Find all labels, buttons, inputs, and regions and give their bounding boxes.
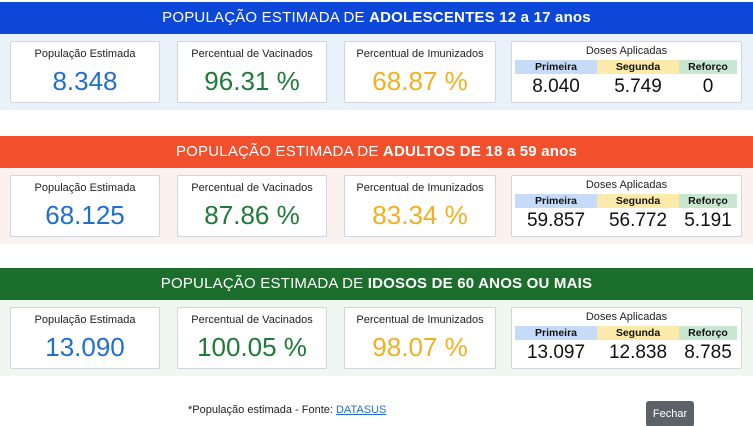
immunized-value: 68.87 % — [372, 66, 468, 96]
close-button[interactable]: Fechar — [646, 401, 694, 426]
section-header: POPULAÇÃO ESTIMADA DE IDOSOS DE 60 ANOS … — [0, 268, 753, 300]
footer-source-note: *População estimada - Fonte: DATASUS — [188, 404, 386, 416]
doses-title: Doses Aplicadas — [585, 45, 668, 57]
immunized-card: Percentual de Imunizados 83.34 % — [344, 175, 496, 237]
population-card: População Estimada 13.090 — [10, 307, 160, 369]
doses-value-segunda: 5.749 — [614, 76, 662, 97]
section-body: População Estimada 8.348 Percentual de V… — [0, 34, 753, 110]
section-body: População Estimada 68.125 Percentual de … — [0, 168, 753, 244]
vaccinated-card: Percentual de Vacinados 87.86 % — [177, 175, 327, 237]
doses-title: Doses Aplicadas — [585, 179, 668, 191]
immunized-label: Percentual de Imunizados — [356, 314, 484, 326]
section-header-prefix: POPULAÇÃO ESTIMADA DE — [162, 9, 370, 26]
doses-value-primeira: 59.857 — [526, 210, 586, 231]
population-label: População Estimada — [34, 48, 136, 60]
immunized-card: Percentual de Imunizados 68.87 % — [344, 41, 496, 103]
doses-value-segunda: 12.838 — [608, 342, 668, 363]
doses-header-reforco: Reforço — [679, 60, 737, 74]
vaccinated-value: 100.05 % — [197, 332, 307, 362]
immunized-label: Percentual de Imunizados — [356, 48, 484, 60]
population-card: População Estimada 68.125 — [10, 175, 160, 237]
datasus-link[interactable]: DATASUS — [335, 404, 387, 416]
section-header-group: ADOLESCENTES 12 a 17 anos — [369, 9, 591, 26]
population-value: 8.348 — [52, 66, 118, 96]
section-header-group: IDOSOS DE 60 ANOS OU MAIS — [367, 275, 593, 292]
section-header: POPULAÇÃO ESTIMADA DE ADULTOS DE 18 a 59… — [0, 136, 753, 168]
section-header-group: ADULTOS DE 18 a 59 anos — [382, 143, 578, 160]
doses-value-reforco: 0 — [702, 76, 714, 97]
section-header-prefix: POPULAÇÃO ESTIMADA DE — [175, 143, 383, 160]
doses-header-primeira: Primeira — [515, 60, 597, 74]
section-idosos: POPULAÇÃO ESTIMADA DE IDOSOS DE 60 ANOS … — [0, 268, 753, 376]
vaccinated-value: 96.31 % — [204, 66, 300, 96]
vaccinated-label: Percentual de Vacinados — [191, 182, 313, 194]
section-header-prefix: POPULAÇÃO ESTIMADA DE — [160, 275, 368, 292]
vaccinated-label: Percentual de Vacinados — [191, 314, 313, 326]
immunized-value: 83.34 % — [372, 200, 468, 230]
vaccinated-value: 87.86 % — [204, 200, 300, 230]
doses-value-primeira: 13.097 — [526, 342, 586, 363]
doses-header-primeira: Primeira — [515, 326, 597, 340]
doses-card: Doses Aplicadas Primeira Segunda Reforço… — [511, 307, 742, 369]
doses-header-segunda: Segunda — [597, 60, 679, 74]
doses-value-reforco: 5.191 — [684, 210, 732, 231]
population-label: População Estimada — [34, 314, 136, 326]
footer-note-text: *População estimada - Fonte: — [188, 404, 336, 416]
section-adolescentes: POPULAÇÃO ESTIMADA DE ADOLESCENTES 12 a … — [0, 2, 753, 110]
doses-title: Doses Aplicadas — [585, 311, 668, 323]
doses-header-reforco: Reforço — [679, 326, 737, 340]
doses-value-segunda: 56.772 — [608, 210, 668, 231]
immunized-card: Percentual de Imunizados 98.07 % — [344, 307, 496, 369]
immunized-value: 98.07 % — [372, 332, 468, 362]
section-header: POPULAÇÃO ESTIMADA DE ADOLESCENTES 12 a … — [0, 2, 753, 34]
doses-card: Doses Aplicadas Primeira Segunda Reforço… — [511, 41, 742, 103]
population-card: População Estimada 8.348 — [10, 41, 160, 103]
vaccinated-label: Percentual de Vacinados — [191, 48, 313, 60]
population-label: População Estimada — [34, 182, 136, 194]
vaccinated-card: Percentual de Vacinados 100.05 % — [177, 307, 327, 369]
immunized-label: Percentual de Imunizados — [356, 182, 484, 194]
doses-card: Doses Aplicadas Primeira Segunda Reforço… — [511, 175, 742, 237]
doses-header-segunda: Segunda — [597, 326, 679, 340]
doses-value-primeira: 8.040 — [532, 76, 580, 97]
doses-header-reforco: Reforço — [679, 194, 737, 208]
vaccinated-card: Percentual de Vacinados 96.31 % — [177, 41, 327, 103]
doses-header-segunda: Segunda — [597, 194, 679, 208]
doses-header-primeira: Primeira — [515, 194, 597, 208]
section-body: População Estimada 13.090 Percentual de … — [0, 300, 753, 376]
population-value: 13.090 — [45, 332, 125, 362]
section-adultos: POPULAÇÃO ESTIMADA DE ADULTOS DE 18 a 59… — [0, 136, 753, 244]
population-value: 68.125 — [45, 200, 125, 230]
doses-value-reforco: 8.785 — [684, 342, 732, 363]
